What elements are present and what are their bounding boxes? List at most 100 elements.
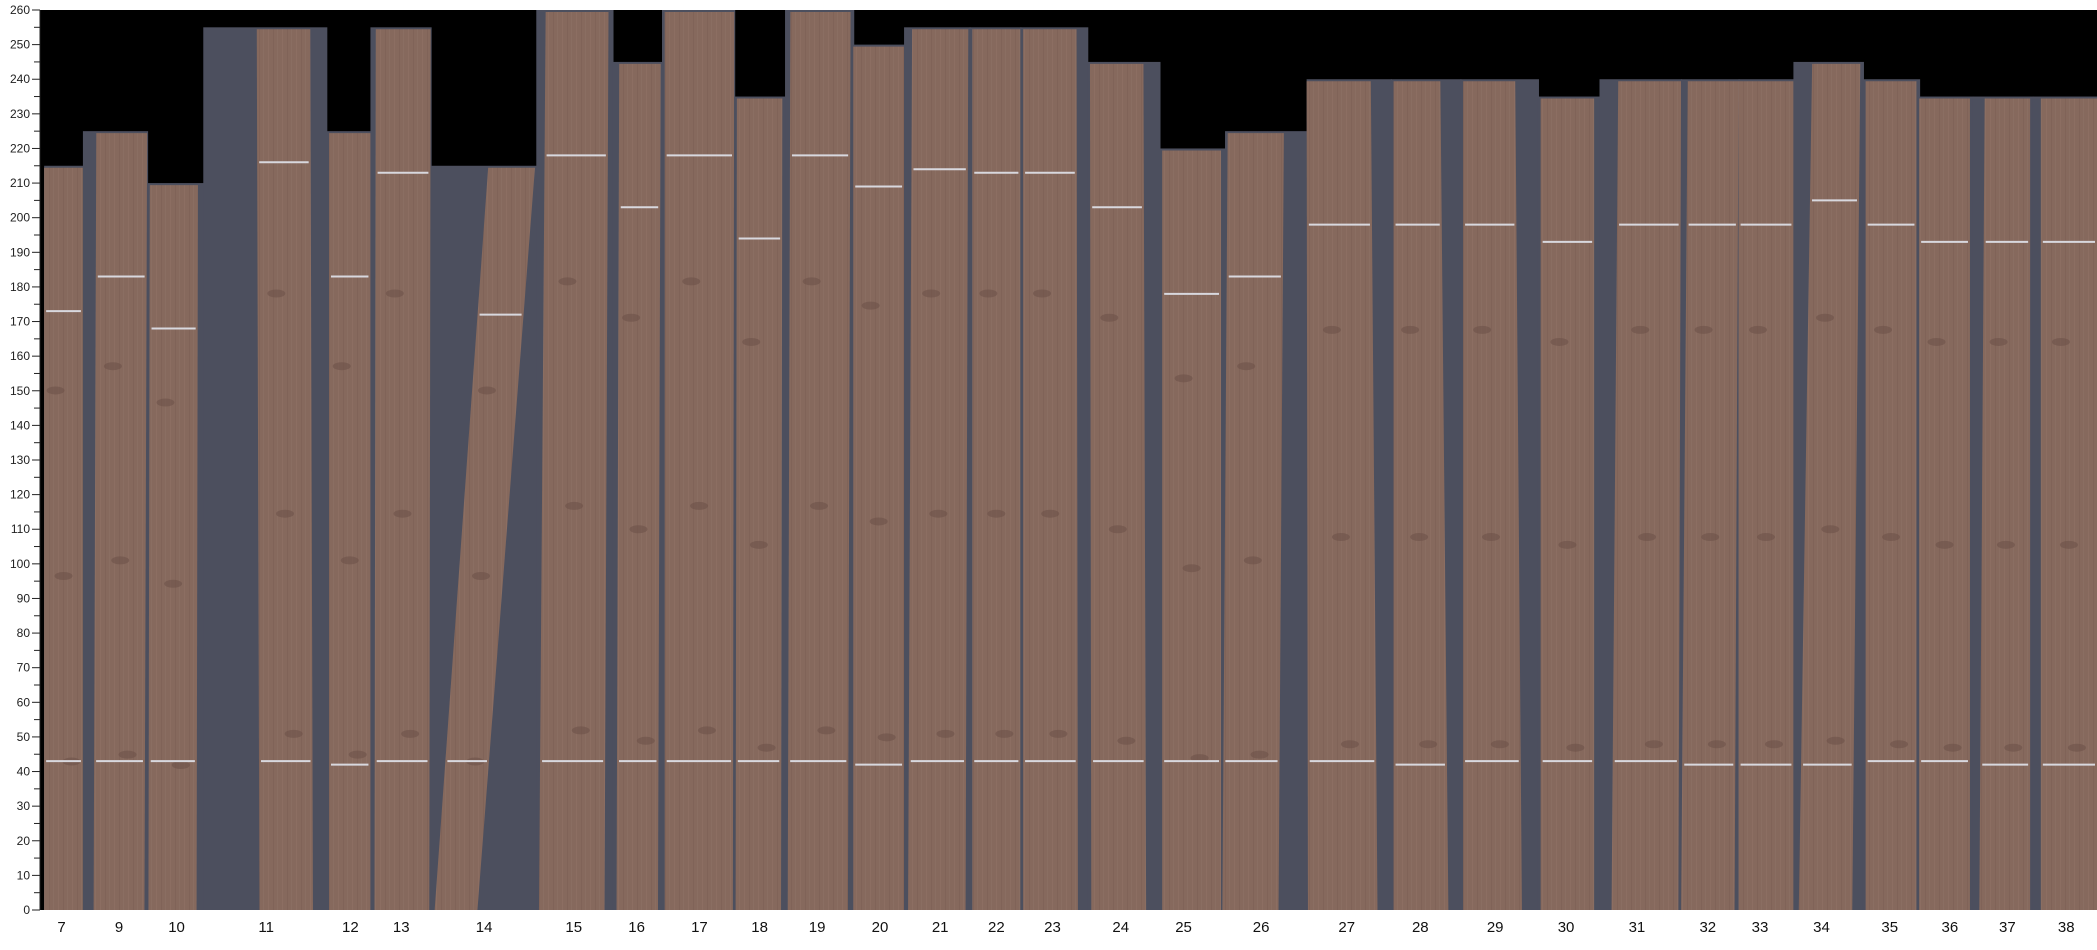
wood-knot — [111, 556, 130, 565]
wood-knot — [472, 571, 491, 580]
specimen-column — [430, 165, 538, 910]
wood-knot — [267, 289, 286, 298]
wood-board — [1979, 98, 2031, 911]
wood-knot — [340, 556, 359, 565]
wood-knot — [995, 729, 1014, 738]
specimen-column — [904, 27, 971, 911]
specimen-column — [370, 27, 432, 911]
wood-board — [1162, 150, 1222, 910]
y-tick-label: 10 — [17, 868, 31, 882]
specimen-column — [2032, 96, 2097, 911]
specimen-column — [853, 44, 906, 911]
wood-knot — [393, 509, 412, 518]
wood-board — [1738, 81, 1794, 910]
wood-knot — [636, 736, 655, 745]
wood-knot — [1816, 313, 1835, 322]
wood-knot — [1117, 736, 1136, 745]
wood-knot — [1473, 325, 1492, 334]
x-tick-label: 37 — [1999, 919, 2016, 936]
x-tick-label: 21 — [932, 919, 949, 936]
wood-knot — [2059, 540, 2078, 549]
wood-knot — [749, 540, 768, 549]
wood-knot — [1401, 325, 1420, 334]
wood-board — [1463, 81, 1522, 910]
y-tick-label: 90 — [17, 591, 31, 605]
wood-knot — [810, 501, 829, 510]
wood-board — [616, 63, 661, 910]
x-tick-label: 19 — [809, 919, 826, 936]
specimen-column — [1020, 27, 1089, 911]
x-tick-label: 9 — [115, 919, 123, 936]
wood-knot — [802, 277, 821, 286]
specimen-column — [1681, 79, 1740, 910]
wood-knot — [1566, 743, 1585, 752]
specimen-column — [1793, 61, 1864, 910]
y-tick-label: 170 — [10, 315, 30, 329]
wood-board — [1222, 133, 1284, 911]
wood-knot — [690, 501, 709, 510]
wood-board — [787, 12, 851, 910]
specimen-column — [734, 96, 787, 911]
wood-knot — [284, 729, 303, 738]
plot-area — [40, 10, 2097, 911]
specimen-column — [1087, 61, 1161, 910]
specimen-column — [969, 27, 1022, 911]
x-tick-label: 29 — [1487, 919, 1504, 936]
wood-board — [374, 29, 431, 911]
wood-knot — [936, 729, 955, 738]
x-tick-label: 14 — [476, 919, 493, 936]
wood-knot — [697, 726, 716, 735]
specimen-column — [44, 165, 84, 910]
wood-knot — [1749, 325, 1768, 334]
y-tick-label: 40 — [17, 765, 31, 779]
x-tick-label: 30 — [1558, 919, 1575, 936]
wood-knot — [1707, 740, 1726, 749]
wood-knot — [332, 362, 351, 371]
y-tick-label: 110 — [11, 522, 30, 536]
wood-knot — [1558, 540, 1577, 549]
x-tick-label: 36 — [1942, 919, 1959, 936]
x-tick-label: 17 — [691, 919, 708, 936]
wood-knot — [682, 277, 701, 286]
wood-knot — [1890, 740, 1909, 749]
wood-knot — [622, 313, 641, 322]
wood-knot — [54, 571, 73, 580]
x-tick-label: 34 — [1813, 919, 1830, 936]
wood-board — [1919, 98, 1970, 911]
wood-knot — [1874, 325, 1893, 334]
wood-knot — [757, 743, 776, 752]
wood-knot — [1174, 374, 1193, 383]
y-tick-label: 120 — [10, 488, 30, 502]
wood-knot — [1638, 533, 1657, 542]
y-tick-label: 70 — [17, 661, 31, 675]
wood-knot — [1322, 325, 1341, 334]
wood-knot — [565, 501, 584, 510]
y-tick-label: 50 — [17, 730, 31, 744]
x-axis: 7 9 10 11 12 13 14 15 16 17 18 19 20 21 22 23 24 25 26 27 28… — [57, 919, 2074, 936]
x-tick-label: 15 — [565, 919, 582, 936]
specimen-column — [1738, 79, 1795, 910]
wood-knot — [2004, 743, 2023, 752]
wood-knot — [1644, 740, 1663, 749]
x-tick-label: 38 — [2058, 919, 2075, 936]
y-tick-label: 200 — [10, 211, 30, 225]
x-tick-label: 27 — [1338, 919, 1355, 936]
x-tick-label: 11 — [258, 919, 274, 936]
wood-knot — [401, 729, 420, 738]
x-tick-label: 7 — [57, 919, 65, 936]
wood-knot — [164, 579, 183, 588]
y-tick-label: 150 — [10, 384, 30, 398]
wood-knot — [1943, 743, 1962, 752]
wood-knot — [1821, 525, 1840, 534]
y-tick-label: 140 — [10, 418, 30, 432]
y-tick-label: 0 — [23, 903, 30, 917]
wood-board — [1023, 29, 1078, 911]
y-tick-label: 80 — [17, 626, 31, 640]
wood-board — [735, 98, 783, 911]
wood-knot — [1757, 533, 1776, 542]
wood-knot — [979, 289, 998, 298]
wood-knot — [987, 509, 1006, 518]
wood-knot — [2051, 337, 2070, 346]
wood-board — [1089, 63, 1147, 910]
specimen-column — [1159, 148, 1227, 910]
